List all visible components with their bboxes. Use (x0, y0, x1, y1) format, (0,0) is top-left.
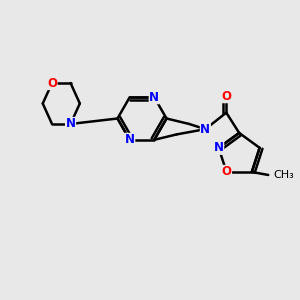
Text: N: N (149, 91, 159, 104)
Text: CH₃: CH₃ (274, 170, 294, 180)
Text: N: N (200, 123, 210, 136)
Text: N: N (125, 133, 135, 146)
Text: O: O (221, 90, 231, 103)
Text: O: O (221, 166, 232, 178)
Text: N: N (214, 141, 224, 154)
Text: O: O (47, 76, 57, 89)
Text: N: N (65, 118, 76, 130)
